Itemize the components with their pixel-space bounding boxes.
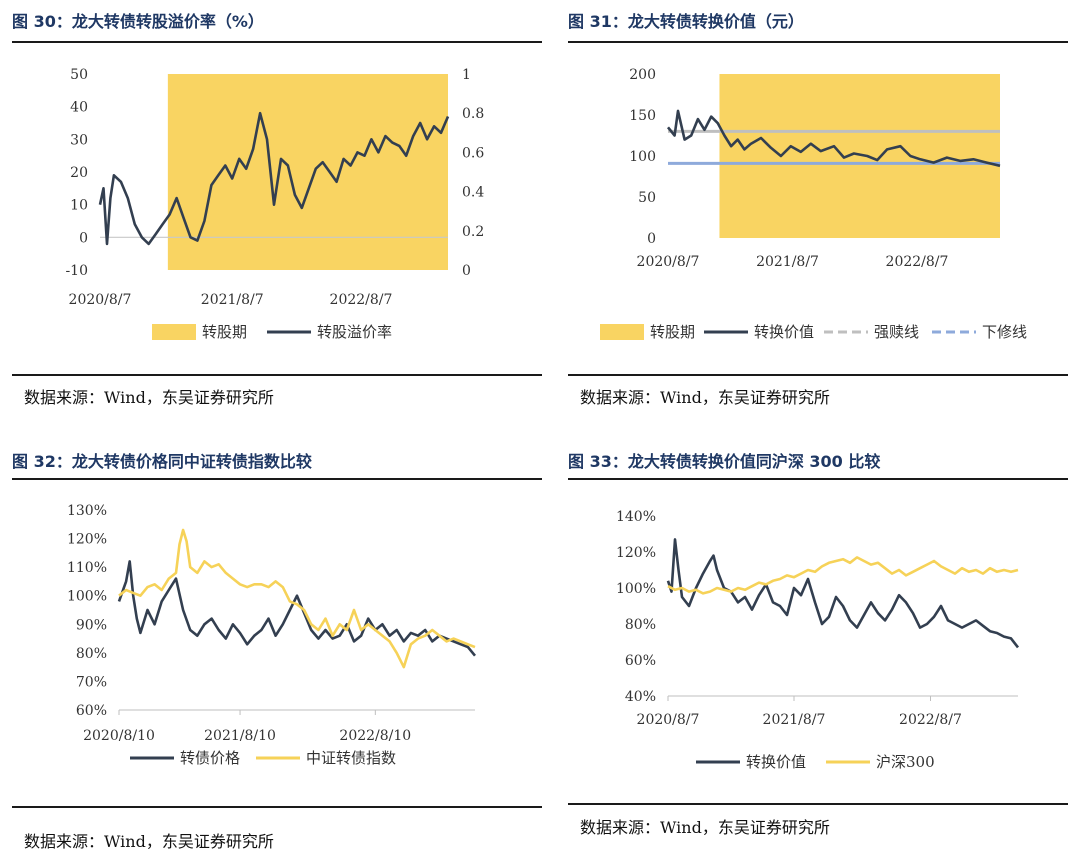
y-tick-label: 40 (70, 100, 88, 116)
series-line-2 (667, 556, 1019, 595)
y2-tick-label: 0.4 (462, 185, 484, 201)
x-tick-label: 2020/8/10 (83, 728, 155, 744)
chart-plot: 140% 120% 100% 80% 60% 40% 2020/8/7 2021/8/7 202… (616, 509, 1020, 771)
y-tick-label: 120% (67, 532, 107, 548)
y-tick-label: 100 (629, 149, 656, 165)
x-tick-label: 2021/8/7 (756, 254, 819, 270)
y-tick-label: 150 (629, 108, 656, 124)
x-tick-label: 2022/8/10 (339, 728, 411, 744)
chart-title: 图 33：龙大转债转换价值同沪深 300 比较 (568, 452, 881, 471)
source-note: 数据来源：Wind，东吴证券研究所 (24, 388, 274, 407)
y-tick-label: 120% (616, 545, 656, 561)
y-tick-label: 10 (70, 198, 88, 214)
y-tick-label: 0 (647, 231, 656, 247)
legend-label: 转债价格 (180, 749, 240, 767)
source-rule (12, 806, 542, 808)
y-tick-label: 100% (67, 589, 107, 605)
x-tick-label: 2020/8/7 (637, 254, 700, 270)
y-tick-label: 80% (625, 617, 656, 633)
y-tick-label: 200 (629, 67, 656, 83)
legend-label: 转股期 (650, 323, 695, 341)
title-rule (12, 41, 542, 43)
series-line-1 (666, 109, 1001, 168)
chart-plot: 50 40 30 20 10 0 -10 1 0.8 0.6 0.4 0.2 0 2020/8/7 2021… (65, 67, 484, 341)
chart-plot: 130% 120% 110% 100% 90% 80% 70% 60% 2020/8/10 202… (67, 503, 477, 767)
x-tick-label: 2020/8/7 (69, 292, 132, 308)
legend-label: 沪深300 (876, 753, 935, 771)
y2-tick-label: 1 (462, 67, 471, 83)
y-tick-label: 140% (616, 509, 656, 525)
title-rule (12, 478, 542, 480)
series-line-1 (666, 538, 1020, 649)
title-rule (568, 41, 1068, 43)
x-tick-label: 2022/8/7 (886, 254, 949, 270)
conversion-period-area (719, 74, 1000, 238)
x-tick-label: 2020/8/7 (637, 712, 700, 728)
series-line-2 (118, 528, 476, 669)
title-rule (568, 478, 1068, 480)
legend-label: 下修线 (982, 323, 1027, 341)
legend-label: 转股溢价率 (317, 323, 392, 341)
x-tick-label: 2021/8/7 (201, 292, 264, 308)
y2-tick-label: 0 (462, 263, 471, 279)
series-line-1 (117, 560, 477, 657)
y-tick-label: 70% (76, 674, 107, 690)
x-tick-label: 2022/8/7 (330, 292, 393, 308)
series-line-1 (98, 111, 450, 246)
chart-panel-30: 图 30：龙大转债转股溢价率（%） 50 40 30 20 10 0 -10 1 0.8 0.6 0… (12, 8, 542, 418)
y-tick-label: 40% (625, 689, 656, 705)
y-tick-label: -10 (65, 263, 88, 279)
y-tick-label: 130% (67, 503, 107, 519)
y-tick-label: 30 (70, 132, 88, 148)
legend-label: 中证转债指数 (306, 749, 396, 767)
legend-swatch-area (600, 324, 644, 340)
y-tick-label: 100% (616, 581, 656, 597)
y-tick-label: 50 (638, 190, 656, 206)
legend-label: 转换价值 (754, 323, 814, 341)
chart-panel-32: 图 32：龙大转债价格同中证转债指数比较 130% 120% 110% 100% 90%… (12, 448, 542, 857)
x-tick-label: 2022/8/7 (899, 712, 962, 728)
source-note: 数据来源：Wind，东吴证券研究所 (24, 832, 274, 851)
y2-tick-label: 0.2 (462, 224, 484, 240)
y-tick-label: 60% (625, 653, 656, 669)
source-note: 数据来源：Wind，东吴证券研究所 (580, 818, 830, 837)
source-note: 数据来源：Wind，东吴证券研究所 (580, 388, 830, 407)
y-tick-label: 90% (76, 617, 107, 633)
y2-tick-label: 0.8 (462, 106, 484, 122)
x-tick-label: 2021/8/7 (763, 712, 826, 728)
y-tick-label: 80% (76, 646, 107, 662)
y-tick-label: 0 (79, 230, 88, 246)
source-rule (568, 803, 1068, 805)
chart-plot: 200 150 100 50 0 2020/8/7 2021/8/7 2022/8/7 转股期 转… (600, 67, 1027, 341)
chart-panel-31: 图 31：龙大转债转换价值（元） 200 150 100 50 0 2020/8/7 202… (568, 8, 1068, 418)
legend-label: 转换价值 (746, 753, 806, 771)
chart-title: 图 32：龙大转债价格同中证转债指数比较 (12, 452, 312, 471)
source-rule (568, 374, 1068, 376)
y-tick-label: 60% (76, 703, 107, 719)
conversion-period-area (167, 74, 449, 270)
chart-title: 图 31：龙大转债转换价值（元） (568, 12, 804, 31)
legend-swatch-area (152, 324, 196, 340)
y-tick-label: 20 (70, 165, 88, 181)
y-tick-label: 110% (67, 560, 107, 576)
chart-panel-33: 图 33：龙大转债转换价值同沪深 300 比较 140% 120% 100% 80% 6… (568, 448, 1068, 857)
chart-title: 图 30：龙大转债转股溢价率（%） (12, 12, 264, 31)
source-rule (12, 374, 542, 376)
legend-label: 转股期 (202, 323, 247, 341)
y2-tick-label: 0.6 (462, 145, 484, 161)
x-tick-label: 2021/8/10 (204, 728, 276, 744)
legend-label: 强赎线 (874, 323, 919, 341)
y-tick-label: 50 (70, 67, 88, 83)
